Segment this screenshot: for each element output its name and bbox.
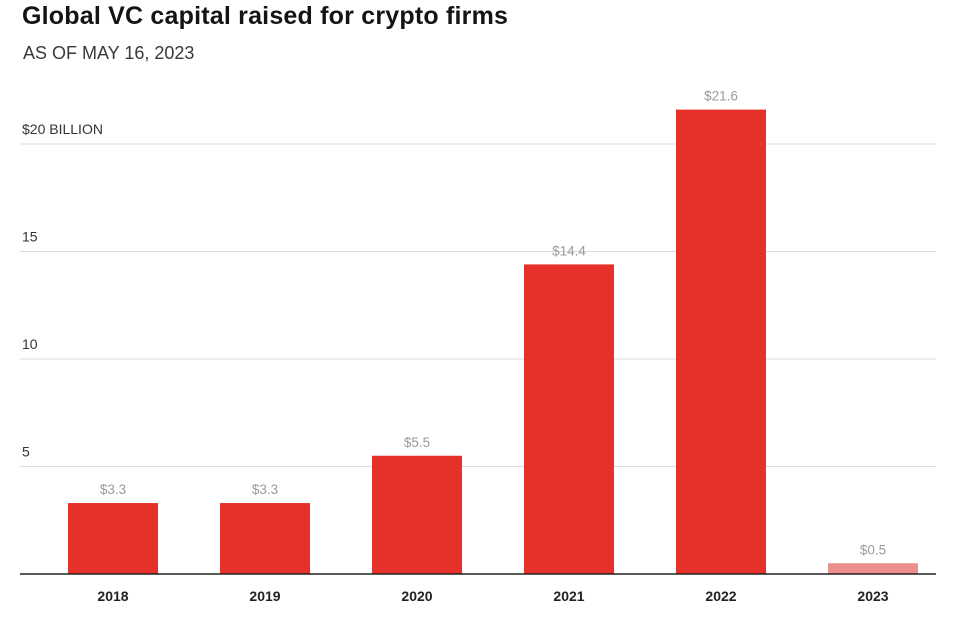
bar [68, 503, 158, 574]
bar-value-label: $14.4 [552, 243, 586, 258]
bar-value-label: $3.3 [252, 482, 278, 497]
bar [524, 264, 614, 574]
bar-value-label: $5.5 [404, 435, 430, 450]
chart-subtitle: AS OF MAY 16, 2023 [23, 43, 195, 63]
bar-value-label: $21.6 [704, 89, 738, 104]
x-tick-label: 2021 [553, 588, 584, 604]
x-tick-label: 2020 [401, 588, 432, 604]
bar [676, 109, 766, 574]
x-tick-label: 2022 [705, 588, 736, 604]
x-tick-label: 2019 [249, 588, 280, 604]
x-tick-label: 2018 [97, 588, 128, 604]
chart-title: Global VC capital raised for crypto firm… [22, 2, 509, 30]
y-tick-label: 15 [22, 229, 38, 245]
bar-value-label: $0.5 [860, 542, 886, 557]
bar [372, 455, 462, 574]
bar-value-label: $3.3 [100, 482, 126, 497]
bar [220, 503, 310, 574]
y-tick-label: 10 [22, 336, 38, 352]
bar [828, 563, 918, 574]
y-tick-label: $20 BILLION [22, 121, 103, 137]
x-tick-label: 2023 [857, 588, 888, 604]
y-tick-label: 5 [22, 444, 30, 460]
